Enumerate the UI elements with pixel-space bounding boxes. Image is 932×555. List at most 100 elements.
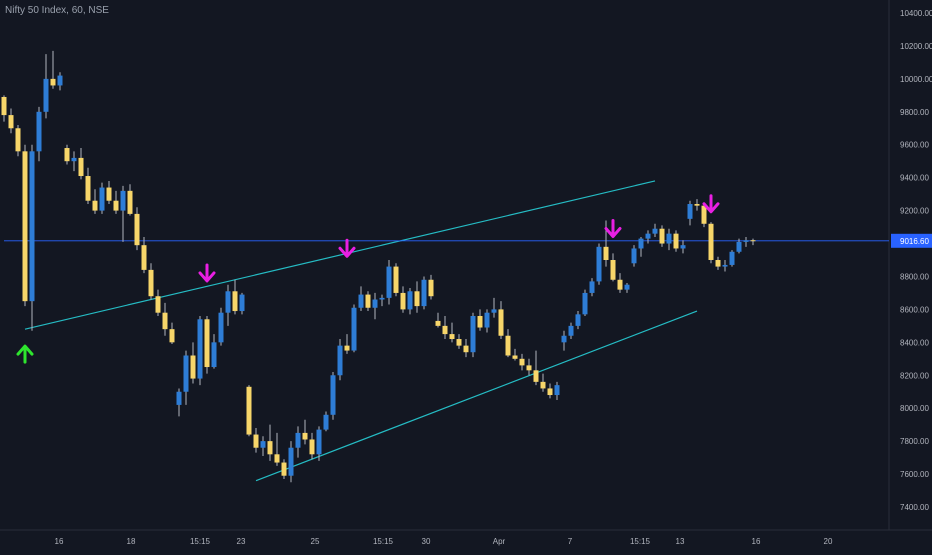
candle-body — [281, 462, 287, 476]
candle-body — [316, 429, 322, 455]
candle-body — [78, 157, 84, 177]
candle — [526, 358, 532, 376]
x-tick-label: 15:15 — [630, 537, 651, 546]
y-tick-label: 10200.00 — [900, 42, 932, 51]
candle — [85, 167, 91, 205]
candle — [106, 180, 112, 205]
arrow-down-icon — [702, 194, 720, 214]
candle-body — [155, 296, 161, 313]
candle — [624, 283, 630, 293]
candle-body — [183, 355, 189, 392]
candle — [617, 273, 623, 293]
candle-body — [99, 187, 105, 211]
candle-body — [71, 157, 77, 162]
candle-body — [477, 315, 483, 328]
y-axis[interactable]: 10400.00 10200.00 10000.00 9800.00 9600.00 94… — [900, 9, 932, 512]
candle-body — [645, 233, 651, 239]
candle — [568, 322, 574, 340]
candle — [295, 426, 301, 458]
candle — [78, 148, 84, 180]
candle-body — [372, 299, 378, 308]
candle-body — [743, 240, 749, 242]
candle — [274, 432, 280, 466]
candle-body — [400, 292, 406, 310]
candle — [323, 411, 329, 432]
candle — [470, 312, 476, 358]
candle-body — [190, 355, 196, 379]
candle — [596, 243, 602, 285]
candle-body — [603, 246, 609, 260]
candle-body — [267, 441, 273, 455]
candle-body — [456, 339, 462, 346]
candle-body — [701, 205, 707, 224]
x-tick-label: 20 — [824, 537, 833, 546]
candle — [358, 286, 364, 312]
x-tick-label: 7 — [568, 537, 573, 546]
candle-body — [449, 334, 455, 340]
candle-body — [680, 245, 686, 249]
candle — [99, 182, 105, 214]
candle — [687, 200, 693, 226]
candle-body — [36, 111, 42, 152]
lower-trendline — [255, 310, 698, 482]
candle — [435, 312, 441, 328]
candle — [162, 302, 168, 336]
y-tick-label: 10000.00 — [900, 75, 932, 84]
candle — [736, 238, 742, 254]
candle-body — [687, 204, 693, 219]
candle-body — [134, 213, 140, 246]
y-tick-label: 8400.00 — [900, 338, 929, 347]
x-tick-label: 16 — [752, 537, 761, 546]
candle — [344, 334, 350, 354]
candle-body — [92, 200, 98, 211]
candle-body — [435, 320, 441, 326]
candle-body — [246, 386, 252, 435]
candle-body — [232, 291, 238, 312]
candle-body — [85, 176, 91, 201]
candle — [645, 230, 651, 244]
candle-body — [582, 292, 588, 315]
candle-body — [379, 297, 385, 300]
candle — [638, 236, 644, 257]
candle — [113, 190, 119, 214]
candle — [428, 274, 434, 300]
candle-body — [589, 281, 595, 293]
candle — [414, 281, 420, 313]
arrow-head — [198, 271, 216, 283]
y-tick-label: 9400.00 — [900, 174, 929, 183]
candle-body — [414, 291, 420, 307]
candle-body — [617, 279, 623, 290]
candle — [512, 348, 518, 361]
y-tick-label: 8000.00 — [900, 404, 929, 413]
candle-body — [638, 238, 644, 249]
candle — [442, 315, 448, 340]
candle-body — [519, 358, 525, 366]
candle — [183, 350, 189, 405]
arrow-head — [338, 246, 356, 258]
candle-body — [750, 240, 756, 242]
x-axis[interactable]: 16 18 15:15 23 25 15:15 30 Apr 7 15:15 13 16 20 — [55, 537, 833, 546]
candle-body — [498, 309, 504, 336]
candle-body — [526, 365, 532, 371]
candle-body — [148, 269, 154, 297]
candle — [610, 253, 616, 282]
candle — [666, 228, 672, 251]
candle-body — [218, 312, 224, 343]
candle — [8, 108, 14, 134]
candle-body — [624, 284, 630, 290]
candle-body — [505, 335, 511, 356]
candle-body — [659, 228, 665, 244]
candle — [155, 289, 161, 316]
candle — [288, 441, 294, 483]
candle-body — [652, 228, 658, 234]
upper-trendline — [24, 180, 656, 330]
candle — [169, 322, 175, 344]
arrow-down-icon — [338, 238, 356, 258]
candle-body — [57, 75, 63, 86]
candle — [64, 144, 70, 165]
candle — [463, 339, 469, 358]
candle — [554, 381, 560, 400]
candle-body — [8, 115, 14, 129]
